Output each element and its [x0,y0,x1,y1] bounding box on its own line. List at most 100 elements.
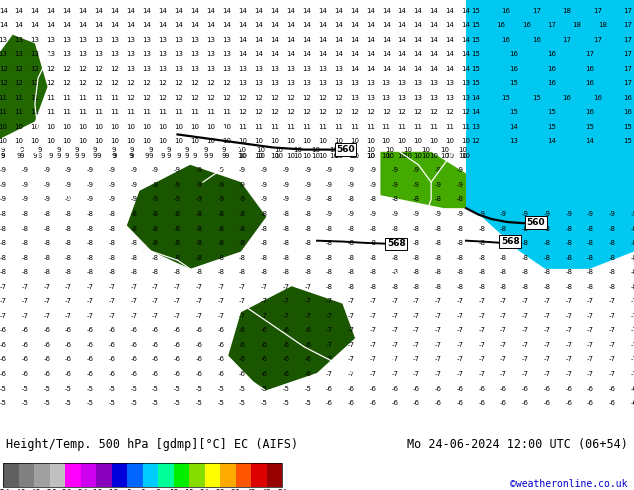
Text: 14: 14 [30,8,39,14]
Text: 14: 14 [446,66,455,72]
Text: 9: 9 [148,147,153,152]
Text: -9: -9 [87,196,94,202]
Text: -8: -8 [261,255,268,261]
Text: -8: -8 [566,255,573,261]
Text: 13: 13 [46,51,56,57]
Text: 14: 14 [190,8,199,14]
Text: 10: 10 [46,124,56,130]
Text: -9: -9 [261,168,268,173]
Text: -6: -6 [152,357,159,363]
Text: -5: -5 [283,400,289,406]
Text: 13: 13 [382,80,391,86]
Text: -8: -8 [283,211,290,217]
Text: 14: 14 [382,37,391,43]
Text: -7: -7 [391,357,398,363]
Text: 12: 12 [446,109,455,115]
Text: -9: -9 [630,211,634,217]
Text: -8: -8 [283,270,290,275]
Text: 13: 13 [430,80,439,86]
Text: -8: -8 [326,196,333,202]
Text: 10: 10 [430,153,439,159]
Text: 14: 14 [254,8,263,14]
Text: -8: -8 [22,211,29,217]
Text: -9: -9 [87,182,94,188]
Text: 15: 15 [509,80,518,86]
Text: -6: -6 [0,327,7,333]
Text: -7: -7 [22,313,29,318]
Text: -8: -8 [347,270,354,275]
Text: 14: 14 [366,8,375,14]
Text: -6: -6 [456,386,463,392]
Text: -9: -9 [239,168,246,173]
Text: -8: -8 [65,225,72,232]
Text: 17: 17 [593,8,602,14]
Text: 560: 560 [526,218,545,227]
Text: -5: -5 [195,386,202,392]
Text: 14: 14 [302,22,311,28]
Text: 10: 10 [46,138,56,145]
Text: -7: -7 [391,371,398,377]
Text: -9: -9 [326,211,333,217]
Text: -7: -7 [500,371,507,377]
Text: 11: 11 [94,109,103,115]
Text: -7: -7 [347,342,354,348]
Text: 10: 10 [110,124,119,130]
Text: 10: 10 [350,138,359,145]
Text: -9: -9 [456,182,463,188]
Text: 11: 11 [398,124,406,130]
Text: -6: -6 [500,386,507,392]
Text: 14: 14 [471,95,480,101]
Text: 12: 12 [47,66,56,72]
Text: 9: 9 [1,147,6,152]
Text: 11: 11 [174,109,183,115]
Text: 17: 17 [623,37,632,43]
Text: 9: 9 [65,153,69,159]
Text: -9: -9 [478,211,485,217]
Text: Mo 24-06-2024 12:00 UTC (06+54): Mo 24-06-2024 12:00 UTC (06+54) [407,438,628,451]
Text: 14: 14 [0,22,8,28]
Text: 16: 16 [585,66,594,72]
Text: -7: -7 [195,298,202,304]
Text: -8: -8 [587,240,594,246]
Text: 12: 12 [334,109,343,115]
Text: 11: 11 [30,109,39,115]
Text: -7: -7 [609,342,616,348]
Bar [158,463,174,487]
Text: 14: 14 [382,22,391,28]
Text: -7: -7 [587,342,594,348]
Text: -8: -8 [630,225,634,232]
Text: -6: -6 [65,357,72,363]
Text: 12: 12 [190,80,199,86]
Text: -8: -8 [391,225,398,232]
Text: 14: 14 [413,8,422,14]
Text: -8: -8 [65,240,72,246]
Text: 13: 13 [334,66,343,72]
Text: 14: 14 [318,22,327,28]
Text: -8: -8 [130,255,137,261]
Text: -8: -8 [261,240,268,246]
Text: -6: -6 [239,327,246,333]
Text: 14: 14 [63,8,72,14]
Text: -8: -8 [456,196,463,202]
Text: 16: 16 [522,22,531,28]
Text: -8: -8 [478,225,485,232]
Text: 15: 15 [501,95,510,101]
Bar [3,463,282,487]
Text: 14: 14 [462,22,470,28]
Text: -6: -6 [261,327,268,333]
Text: -8: -8 [347,240,354,246]
Bar [96,463,112,487]
Text: -9: -9 [195,196,202,202]
Text: 9: 9 [74,147,79,152]
Text: -9: -9 [152,196,159,202]
Bar [81,463,96,487]
Text: 12: 12 [366,109,375,115]
Text: -5: -5 [152,386,159,392]
Text: -7: -7 [43,284,50,290]
Text: 10: 10 [293,153,302,159]
Text: -6: -6 [22,342,29,348]
Text: -7: -7 [587,327,594,333]
Text: -8: -8 [391,196,398,202]
Text: -8: -8 [217,225,224,232]
Text: -6: -6 [43,357,50,363]
